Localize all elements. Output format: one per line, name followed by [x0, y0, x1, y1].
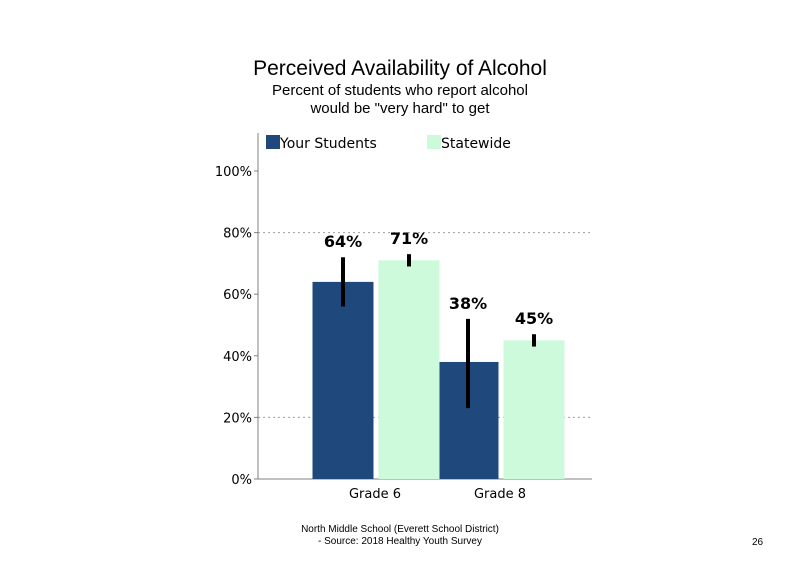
y-tick-label: 60%	[223, 288, 252, 303]
y-tick-label: 40%	[223, 350, 252, 365]
legend-label: Your Students	[279, 136, 377, 152]
footer-school: North Middle School (Everett School Dist…	[301, 524, 499, 535]
x-category-label: Grade 6	[349, 487, 401, 502]
footer: North Middle School (Everett School Dist…	[265, 524, 535, 548]
chart-title: Perceived Availability of Alcohol	[253, 57, 547, 80]
bar-statewide-0	[378, 260, 440, 479]
chart-subtitle-line-1: Percent of students who report alcohol	[272, 82, 528, 99]
data-label: 45%	[515, 309, 553, 328]
data-label: 71%	[390, 229, 428, 248]
title-block: Perceived Availability of Alcohol Percen…	[0, 56, 800, 118]
page-number: 26	[752, 537, 764, 548]
x-category-label: Grade 8	[474, 487, 526, 502]
chart-subtitle-line-2: would be "very hard" to get	[310, 100, 490, 117]
legend-swatch	[266, 135, 280, 149]
y-tick-label: 20%	[223, 411, 252, 426]
bar-your-students-0	[312, 281, 374, 479]
data-label: 38%	[449, 294, 487, 313]
y-tick-label: 80%	[223, 227, 252, 242]
legend-swatch	[427, 135, 441, 149]
data-label: 64%	[324, 232, 362, 251]
y-tick-label: 100%	[215, 165, 252, 180]
y-tick-label: 0%	[231, 473, 252, 488]
footer-source: - Source: 2018 Healthy Youth Survey	[318, 536, 482, 547]
bar-statewide-1	[503, 340, 565, 479]
legend-label: Statewide	[441, 136, 511, 152]
